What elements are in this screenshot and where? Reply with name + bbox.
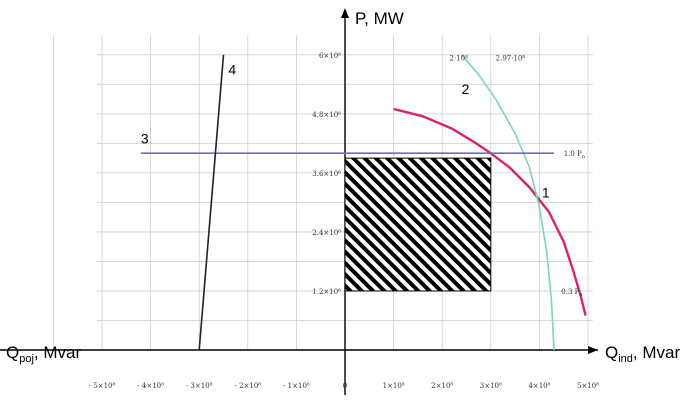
annotation-label: 2.97·10⁸	[496, 54, 526, 62]
annotations: 2·10⁸ 2.97·10⁸ 1.0 Pn 0.3 Pn 1 2 3 4	[141, 54, 586, 298]
x-tick-label: 0	[343, 382, 347, 390]
x-tick-label: 5×10⁸	[577, 382, 599, 390]
x-tick-label: 2×10⁸	[431, 382, 453, 390]
curve-label: 1	[542, 184, 550, 200]
x-tick-label: 1×10⁸	[383, 382, 405, 390]
y-tick-label: 6×10⁸	[319, 52, 341, 60]
x-axis-left-label: Qpoj, Mvar	[6, 343, 81, 365]
series-line-4	[198, 54, 225, 351]
series-group	[140, 54, 587, 351]
curve-label: 2	[462, 81, 470, 97]
series-line-1	[393, 107, 587, 316]
x-tick-label: - 1×10⁸	[283, 382, 310, 390]
annotation-label: 1.0 Pn	[564, 150, 586, 160]
x-tick-label: - 4×10⁸	[137, 382, 164, 390]
y-tick-label: 1.2×10⁸	[312, 288, 341, 296]
curve-label: 3	[141, 130, 149, 146]
y-axis-arrow	[341, 8, 349, 18]
x-tick-label: - 5×10⁸	[89, 382, 116, 390]
y-tick-label: 3.6×10⁸	[312, 170, 341, 178]
series-line-2	[460, 54, 555, 351]
grid	[53, 35, 593, 350]
annotation-label: 0.3 Pn	[561, 288, 583, 298]
x-tick-label: 4×10⁸	[528, 382, 550, 390]
axes	[0, 8, 598, 395]
x-tick-label: - 2×10⁸	[234, 382, 261, 390]
x-tick-label: 3×10⁸	[480, 382, 502, 390]
shaded-region	[344, 157, 492, 292]
x-axis-right-label: Qind, Mvar	[605, 343, 680, 365]
y-tick-label: 2.4×10⁸	[312, 229, 341, 237]
y-axis-label: P, MW	[355, 9, 404, 28]
x-tick-label: - 3×10⁸	[186, 382, 213, 390]
curve-label: 4	[228, 61, 236, 77]
annotation-label: 2·10⁸	[449, 54, 468, 62]
operating-region	[344, 157, 492, 292]
tick-labels: - 5×10⁸ - 4×10⁸ - 3×10⁸ - 2×10⁸ - 1×10⁸ 0 1×10…	[89, 52, 600, 390]
x-axis-arrow	[588, 346, 598, 354]
y-tick-label: 4.8×10⁸	[312, 111, 341, 119]
